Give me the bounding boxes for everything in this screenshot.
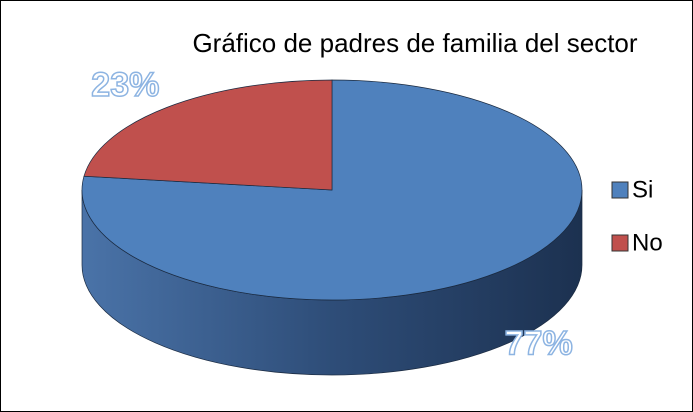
legend-swatch [611,181,629,199]
pie-slice [83,79,333,191]
legend-label: Si [632,176,653,203]
value-label: 77% [505,325,573,363]
value-label: 23% [91,66,159,104]
legend-swatch [611,234,629,252]
legend-label: No [632,229,663,256]
chart-title: Gráfico de padres de familia del sector [192,28,637,58]
